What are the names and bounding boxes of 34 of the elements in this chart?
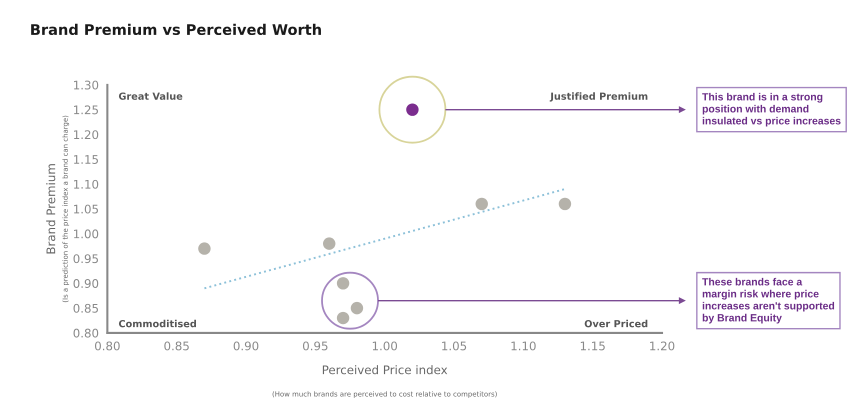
point [198, 242, 211, 255]
x-tick-label: 1.20 [650, 341, 674, 350]
x-tick-label: 0.90 [234, 341, 258, 350]
annotation: Great Value [118, 92, 182, 100]
y-tick-label: 1.00 [74, 229, 98, 238]
chart-title: Brand Premium vs Perceived Worth [31, 24, 321, 36]
x-tick-label: 1.15 [580, 342, 605, 350]
y-tick-label: 1.05 [74, 204, 98, 214]
y-tick-label: 1.15 [74, 155, 98, 164]
x-tick-label: 1.05 [442, 341, 466, 350]
point [336, 312, 350, 324]
point [476, 198, 488, 210]
annotation: Commoditised [118, 320, 196, 328]
x-tick-label: 1.00 [372, 341, 398, 350]
x-tick-label: 0.85 [164, 341, 189, 350]
x-tick-label: 0.95 [302, 341, 328, 350]
y-tick-label: 1.30 [74, 80, 98, 90]
point [336, 277, 350, 290]
x-tick-label: 0.80 [94, 341, 120, 350]
point [323, 237, 336, 250]
y-tick-label: 1.25 [74, 105, 98, 114]
annotation: Justified Premium [550, 92, 648, 102]
point [350, 302, 364, 314]
y-tick-label: 0.80 [74, 328, 98, 338]
y-tick-label: 0.95 [74, 254, 98, 264]
y-tick-label: 1.20 [74, 130, 98, 140]
annotation: Over Priced [584, 320, 648, 328]
y-tick-label: 0.85 [74, 304, 98, 313]
point [558, 198, 572, 210]
text: This brand is in a strong position with demand insulated vs price increases [702, 92, 841, 127]
y-tick-label: 0.90 [74, 279, 98, 288]
text: These brands face a margin risk where price increases aren't supported by Brand Equity [702, 278, 834, 324]
y-tick-label: 1.10 [74, 180, 98, 189]
x-tick-label: 1.10 [511, 341, 536, 350]
